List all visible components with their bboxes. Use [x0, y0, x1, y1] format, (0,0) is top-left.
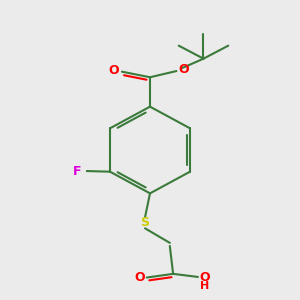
- Text: O: O: [199, 271, 210, 284]
- Text: H: H: [200, 280, 209, 291]
- Text: S: S: [140, 216, 149, 229]
- Text: O: O: [109, 64, 119, 76]
- Text: O: O: [178, 63, 189, 76]
- Text: O: O: [134, 271, 145, 284]
- Text: F: F: [73, 165, 81, 178]
